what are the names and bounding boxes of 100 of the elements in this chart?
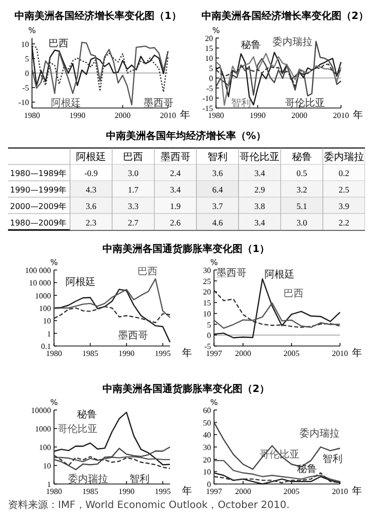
y-tick-label: 1000 <box>35 424 51 434</box>
x-tick-label: 1995 <box>154 487 171 496</box>
series-label: 墨西哥 <box>118 330 148 342</box>
data-label: 1.9 <box>170 200 181 211</box>
series-label: 阿根廷 <box>51 96 82 109</box>
x-tick-label: 1980 <box>24 111 40 120</box>
series-label: 秘鲁 <box>77 408 98 420</box>
data-label: 3.2 <box>296 184 308 194</box>
chart-title: 中南美洲各国年均经济增长率（%） <box>106 130 266 142</box>
data-label: 2.9 <box>254 184 265 194</box>
line-series <box>53 288 171 343</box>
y-tick-label: 1980—2009年 <box>10 218 67 228</box>
x-tick-label: 2005 <box>284 349 300 358</box>
line-series <box>53 412 171 466</box>
data-label: 2.5 <box>338 184 350 194</box>
y-tick-label: 1980—1989年 <box>10 169 67 178</box>
y-tick-label: 0 <box>209 74 213 83</box>
y-tick-label: 0 <box>207 480 211 489</box>
series-label: 巴西 <box>138 266 158 278</box>
series-label: 墨西哥 <box>144 98 174 109</box>
y-axis-title: % <box>28 26 36 35</box>
y-tick-label: 10 <box>43 462 51 470</box>
y-tick-label: 60 <box>203 406 211 415</box>
x-tick-label: 委内瑞拉 <box>324 151 364 164</box>
x-tick-label: 哥伦比亚 <box>240 151 280 164</box>
y-tick-label: 5 <box>209 64 213 73</box>
data-label: 5.1 <box>296 200 308 211</box>
x-axis-title: 年 <box>352 485 362 497</box>
y-tick-label: 5 <box>25 54 29 64</box>
series-label: 巴西 <box>48 38 68 50</box>
x-tick-label: 1980 <box>46 487 62 496</box>
data-label: 0.5 <box>296 168 308 178</box>
x-tick-label: 2000 <box>114 111 131 120</box>
y-tick-label: 1990—1999年 <box>10 186 67 194</box>
x-tick-label: 2000 <box>291 111 308 120</box>
y-tick-label: 100 <box>39 304 51 313</box>
y-tick-label: 10 <box>205 54 213 63</box>
data-label: -0.9 <box>84 168 98 178</box>
x-axis-title: 年 <box>353 109 363 121</box>
data-label: 0.2 <box>338 168 350 178</box>
series-label: 委内瑞拉 <box>272 36 312 48</box>
y-tick-label: 1000 <box>35 291 51 300</box>
y-tick-label: 20 <box>205 34 213 43</box>
line-series <box>215 64 342 87</box>
x-axis-title: 年 <box>180 109 190 121</box>
y-tick-label: 30 <box>203 266 211 275</box>
data-label: 3.0 <box>128 168 139 178</box>
line-series <box>213 278 341 338</box>
data-label: 3.8 <box>254 200 265 211</box>
x-tick-label: 2010 <box>332 487 348 496</box>
chart-title: 中南美洲各国通货膨胀率变化图（1） <box>102 243 270 255</box>
series-label: 阿根廷 <box>66 276 96 288</box>
y-tick-label: 1 <box>47 329 51 338</box>
y-tick-label: -10 <box>202 94 213 103</box>
data-label: 3.4 <box>170 184 182 194</box>
data-label: 4.3 <box>86 184 96 194</box>
data-label: 2.3 <box>86 217 96 228</box>
line-series <box>53 454 171 469</box>
x-axis-title: 年 <box>182 347 192 359</box>
y-tick-label: 0 <box>207 331 211 340</box>
x-tick-label: 2010 <box>333 111 349 120</box>
x-tick-label: 2010 <box>332 349 348 358</box>
y-axis-title: % <box>212 26 220 35</box>
y-tick-label: 20 <box>203 455 211 464</box>
series-label: 墨西哥 <box>216 268 247 280</box>
y-tick-label: 10 <box>21 40 29 49</box>
y-axis-title: % <box>50 398 58 407</box>
data-label: 3.3 <box>128 200 139 211</box>
y-tick-label: -5 <box>206 84 213 93</box>
y-tick-label: 40 <box>203 430 211 440</box>
y-tick-label: -5 <box>22 84 29 93</box>
data-label: 6.4 <box>212 184 224 194</box>
y-tick-label: 5 <box>207 320 211 330</box>
data-label: 2.7 <box>128 217 139 228</box>
y-axis-title: % <box>210 398 218 407</box>
x-axis-title: 年 <box>182 485 192 497</box>
x-tick-label: 1980 <box>208 111 224 120</box>
chart-title: 中南美洲各国通货膨胀率变化图（2） <box>102 383 270 395</box>
y-tick-label: 100 000 <box>25 266 51 275</box>
y-tick-label: 2000—2009年 <box>10 202 67 211</box>
y-tick-label: -10 <box>18 98 29 108</box>
x-tick-label: 秘鲁 <box>292 151 312 164</box>
x-tick-label: 1997 <box>206 487 222 496</box>
x-tick-label: 1995 <box>154 349 171 358</box>
series-label: 哥伦比亚 <box>284 96 325 109</box>
y-tick-label: 15 <box>203 298 211 308</box>
x-tick-label: 1985 <box>82 487 98 496</box>
line-series <box>53 446 171 470</box>
data-label: 2.4 <box>170 168 182 178</box>
x-tick-label: 2000 <box>235 349 252 358</box>
y-tick-label: 10 <box>43 316 51 326</box>
x-tick-label: 1997 <box>206 349 222 358</box>
series-label: 阿根廷 <box>264 268 294 281</box>
line-series <box>53 306 171 324</box>
series-label: 巴西 <box>283 288 304 300</box>
x-tick-label: 墨西哥 <box>160 152 190 164</box>
chart-title: 中南美洲各国经济增长率变化图（1） <box>14 10 182 22</box>
line-series <box>53 278 171 318</box>
y-tick-label: -5 <box>204 342 211 351</box>
x-tick-label: 1990 <box>69 111 86 120</box>
